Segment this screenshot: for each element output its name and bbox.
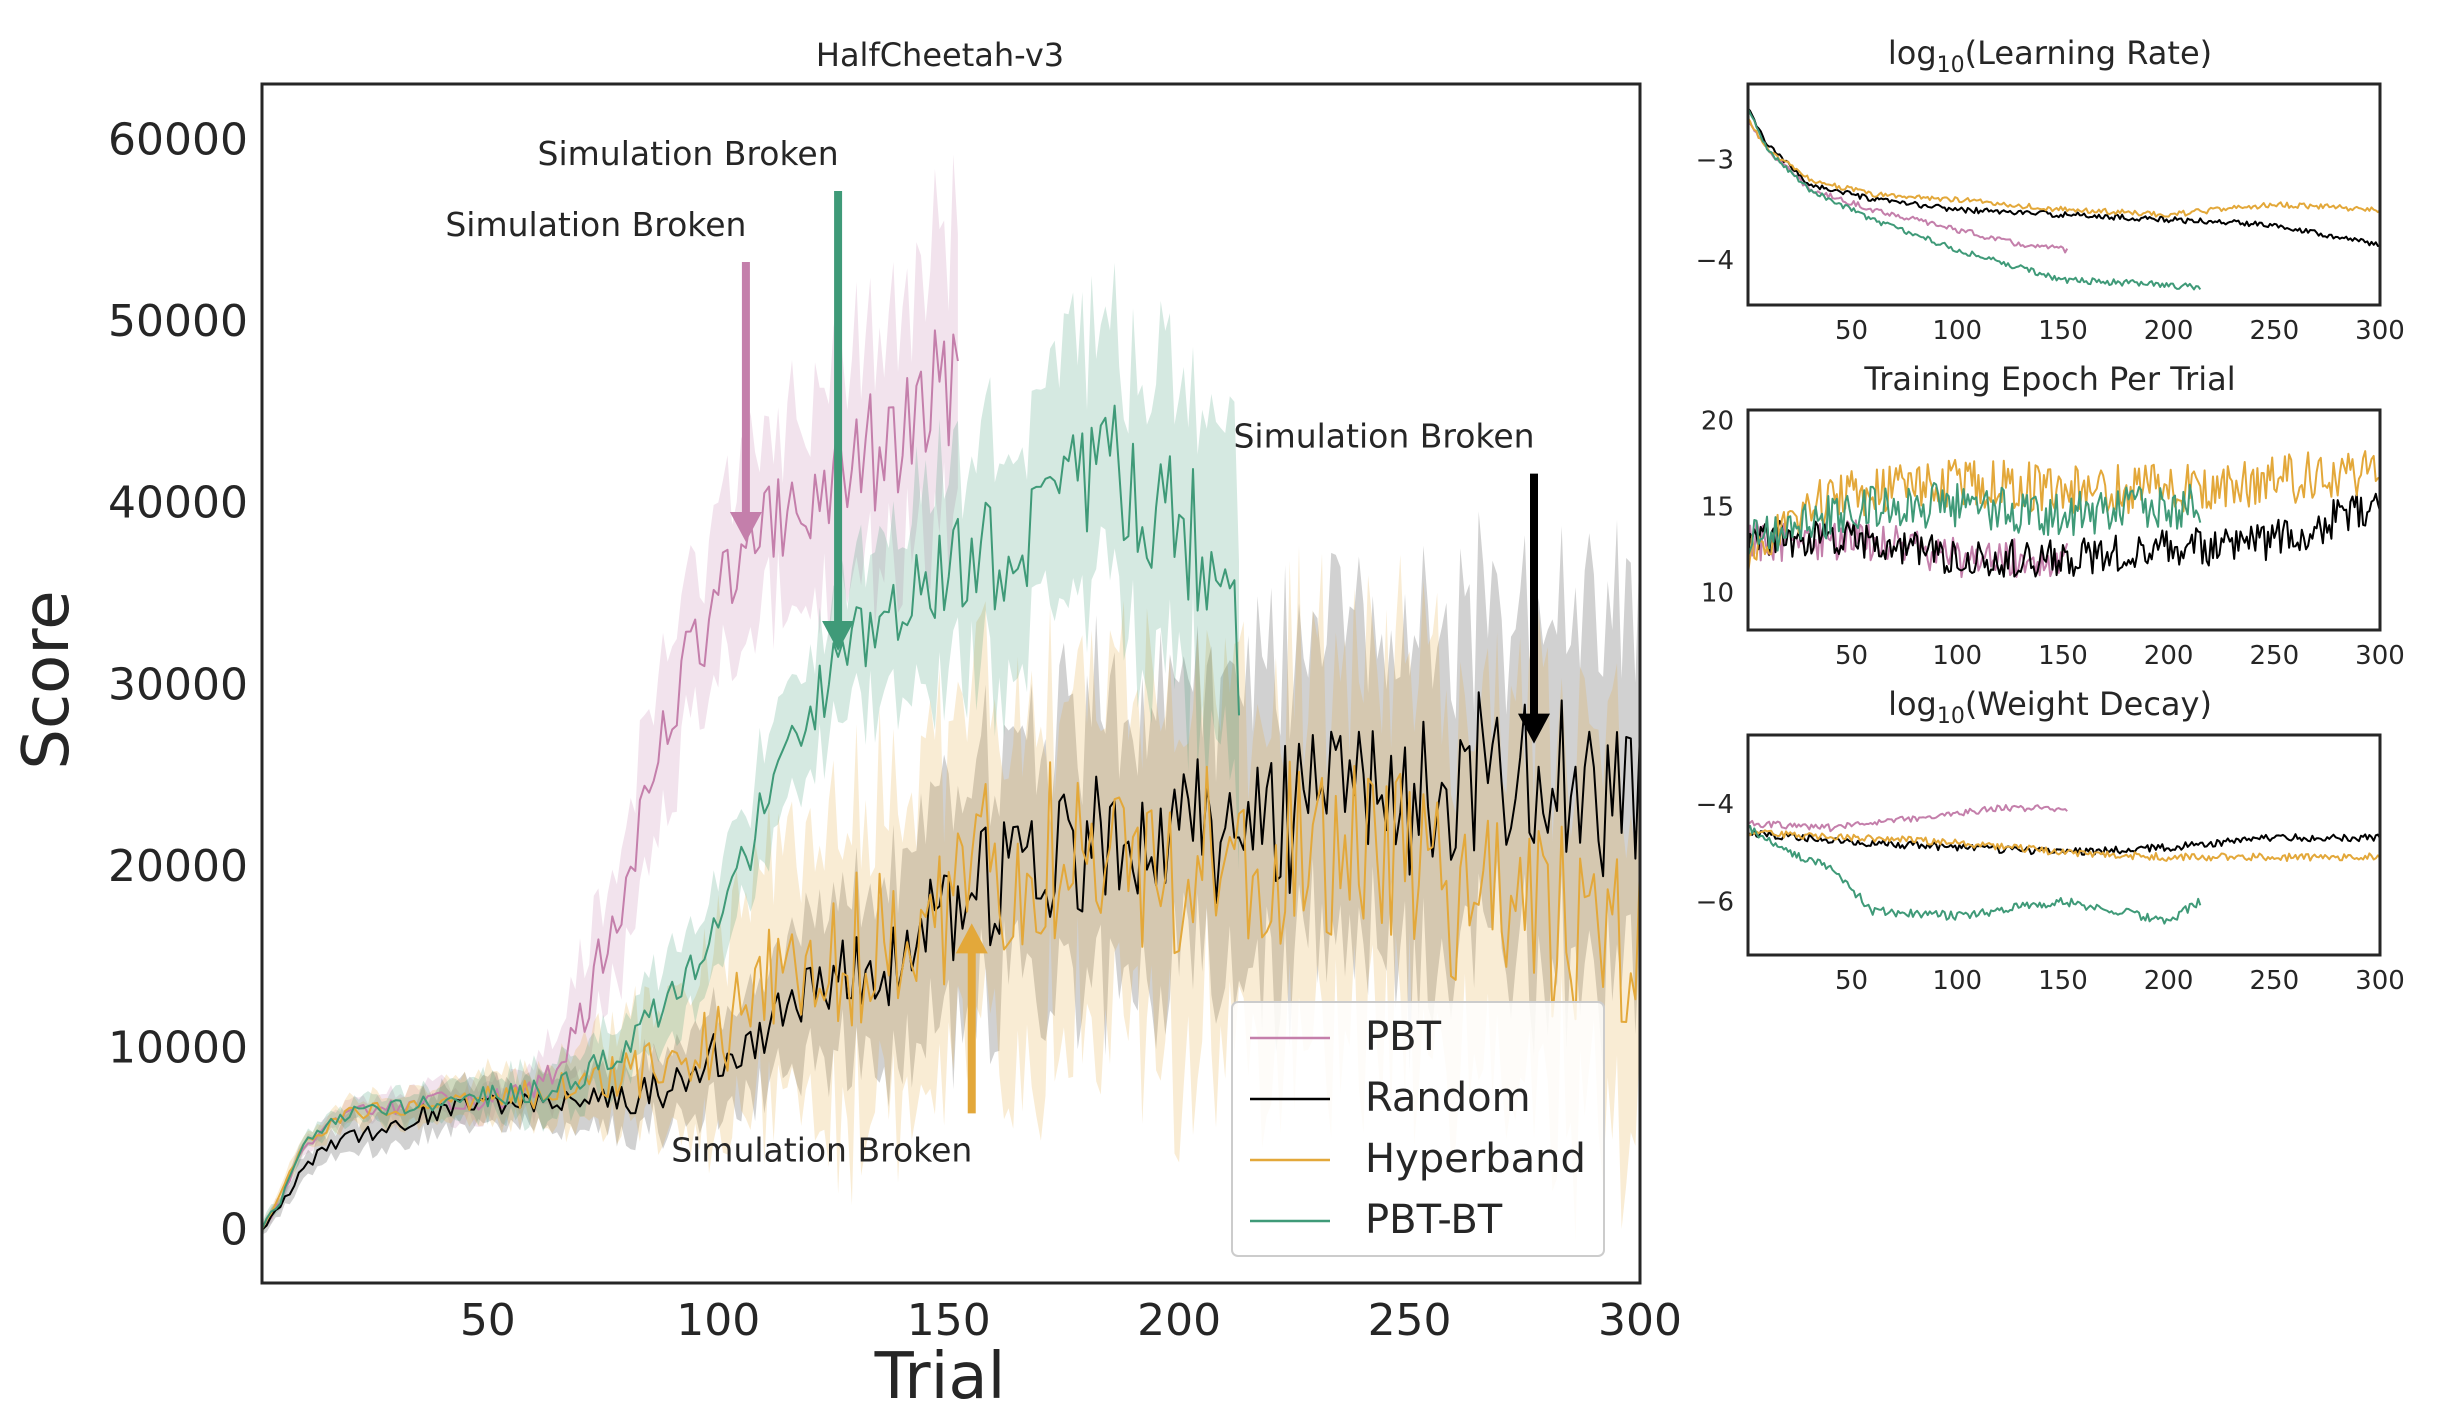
main-axis-ticks: 50 100 150 200 250 300 0 10000 20000 30000 40000 50… [108, 114, 1682, 1346]
annotation-label: Simulation Broken [671, 1130, 972, 1169]
legend-label-pbt-bt: PBT-BT [1365, 1197, 1503, 1243]
lr-x-tick-label: 150 [2038, 316, 2088, 346]
wd-x-tick-label: 200 [2144, 966, 2194, 996]
wd-line-hyperband [1748, 829, 2380, 862]
legend-label-hyperband: Hyperband [1365, 1136, 1586, 1182]
annotation-arrow-head [822, 620, 855, 651]
wd-plot-frame [1746, 733, 2382, 957]
epoch-y-tick-label: 15 [1701, 493, 1734, 523]
lr-y-tick-label: −3 [1696, 146, 1734, 176]
main-x-tick-label: 250 [1368, 1295, 1452, 1346]
lr-x-tick-label: 100 [1932, 316, 1982, 346]
wd-x-tick-label: 300 [2355, 966, 2405, 996]
epoch-line-random [1748, 492, 2380, 578]
main-x-tick-label: 150 [907, 1295, 991, 1346]
wd-x-tick-label: 100 [1932, 966, 1982, 996]
main-x-tick-label: 200 [1137, 1295, 1221, 1346]
lr-y-tick-label: −4 [1696, 246, 1734, 276]
main-band-random [262, 511, 1640, 1235]
epoch-plot-frame [1746, 408, 2382, 632]
main-y-tick-label: 60000 [108, 114, 248, 165]
main-y-tick-label: 50000 [108, 296, 248, 347]
wd-line-pbt-bt [1748, 824, 2202, 925]
lr-title-prefix: log [1888, 34, 1937, 72]
legend-label-pbt: PBT [1365, 1014, 1442, 1060]
epoch-chart-title: Training Epoch Per Trial [1863, 360, 2235, 398]
epoch-line-hyperband [1748, 450, 2380, 574]
wd-series-lines [1748, 804, 2380, 925]
lr-line-hyperband [1748, 117, 2380, 218]
legend-label-random: Random [1365, 1075, 1531, 1121]
epoch-y-tick-label: 10 [1701, 579, 1734, 609]
wd-title-sub: 10 [1937, 704, 1965, 729]
wd-x-tick-label: 50 [1835, 966, 1868, 996]
main-y-tick-label: 40000 [108, 478, 248, 529]
main-y-tick-label: 30000 [108, 659, 248, 710]
main-y-tick-label: 10000 [108, 1023, 248, 1074]
wd-chart-title: log10(Weight Decay) [1888, 685, 2212, 729]
epoch-x-tick-label: 200 [2144, 641, 2194, 671]
main-x-tick-label: 100 [676, 1295, 760, 1346]
wd-y-tick-label: −4 [1696, 790, 1734, 820]
epoch-axis-ticks: 50 100 150 200 250 300 20 15 10 [1701, 407, 2405, 671]
epoch-x-tick-label: 50 [1835, 641, 1868, 671]
annotation-label: Simulation Broken [445, 205, 746, 244]
main-y-tick-label: 0 [220, 1204, 248, 1255]
main-y-tick-label: 20000 [108, 841, 248, 892]
main-plot-frame [260, 82, 1642, 1285]
wd-plot-area [1748, 804, 2380, 925]
annotation-arrow-head [955, 923, 988, 954]
lr-line-pbt-bt [1748, 107, 2202, 291]
wd-title-prefix: log [1888, 685, 1937, 723]
lr-title-suffix: (Learning Rate) [1965, 34, 2212, 72]
epoch-y-tick-label: 20 [1701, 407, 1734, 437]
lr-x-tick-label: 250 [2249, 316, 2299, 346]
lr-series-lines [1748, 107, 2380, 291]
wd-title-suffix: (Weight Decay) [1965, 685, 2212, 723]
main-x-tick-label: 50 [460, 1295, 516, 1346]
epoch-x-tick-label: 250 [2249, 641, 2299, 671]
lr-title-sub: 10 [1937, 53, 1965, 78]
epoch-series-lines [1748, 450, 2380, 579]
lr-x-tick-label: 200 [2144, 316, 2194, 346]
lr-line-pbt [1748, 118, 2069, 254]
wd-y-tick-label: −6 [1696, 888, 1734, 918]
annotation-arrow-head [729, 511, 762, 542]
main-band-pbt-bt [262, 262, 1239, 1236]
lr-x-tick-label: 300 [2355, 316, 2405, 346]
wd-line-pbt [1748, 804, 2068, 833]
main-line-pbt-bt [262, 404, 1240, 1230]
wd-x-tick-label: 250 [2249, 966, 2299, 996]
lr-x-tick-label: 50 [1835, 316, 1868, 346]
legend: PBT Random Hyperband PBT-BT [1231, 1001, 1605, 1257]
epoch-line-pbt-bt [1748, 482, 2202, 557]
main-chart-title: HalfCheetah-v3 [816, 36, 1064, 74]
lr-plot-frame [1746, 82, 2382, 307]
main-x-axis-label: Trial [874, 1340, 1006, 1414]
lr-axis-ticks: 50 100 150 200 250 300 −3 −4 [1696, 146, 2405, 346]
annotation-label: Simulation Broken [1233, 417, 1534, 456]
epoch-plot-area [1748, 450, 2380, 579]
lr-chart-title: log10(Learning Rate) [1888, 34, 2212, 78]
lr-plot-area [1748, 107, 2380, 291]
wd-x-tick-label: 150 [2038, 966, 2088, 996]
epoch-x-tick-label: 100 [1932, 641, 1982, 671]
annotation-arrow-head [1518, 713, 1550, 744]
wd-axis-ticks: 50 100 150 200 250 300 −4 −6 [1696, 790, 2405, 996]
main-y-axis-label: Score [10, 590, 84, 769]
main-annotations: Simulation Broken Simulation Broken Simula… [445, 134, 1550, 1169]
lr-line-random [1748, 107, 2380, 247]
epoch-x-tick-label: 150 [2038, 641, 2088, 671]
epoch-x-tick-label: 300 [2355, 641, 2405, 671]
main-x-tick-label: 300 [1598, 1295, 1682, 1346]
annotation-label: Simulation Broken [538, 134, 839, 173]
main-band-pbt [262, 154, 958, 1236]
legend-box [1231, 1001, 1605, 1257]
main-line-hyperband [262, 760, 1640, 1231]
